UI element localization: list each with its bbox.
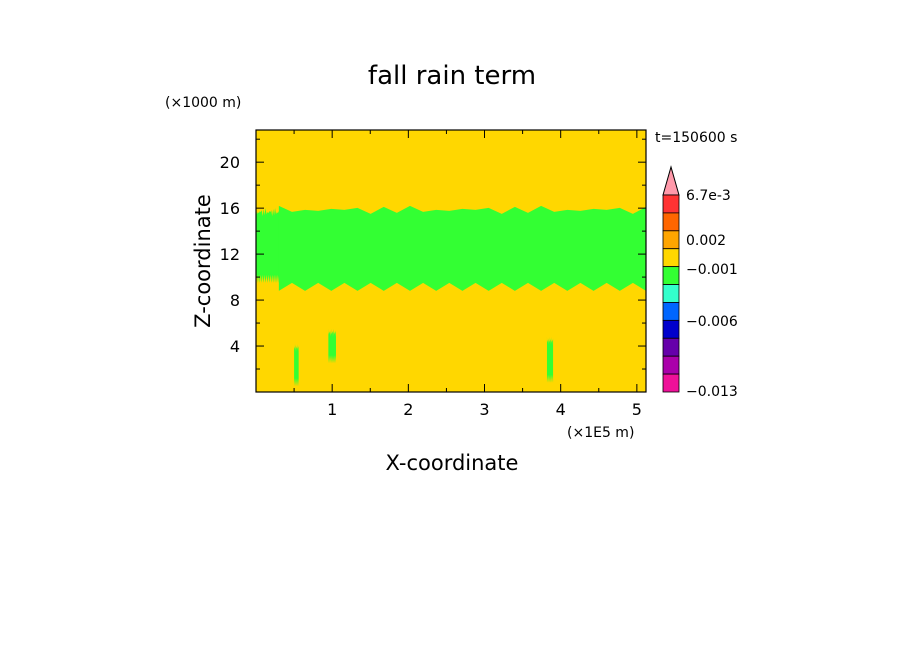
y-axis-label: Z-coordinate xyxy=(191,194,215,328)
colorbar-label: −0.006 xyxy=(686,314,738,330)
y-unit-label: (×1000 m) xyxy=(165,95,241,111)
colorbar-arrow xyxy=(662,165,680,196)
colorbar-segment xyxy=(662,212,680,232)
plot-area xyxy=(255,129,647,393)
colorbar-segment xyxy=(662,230,680,250)
chart-title: fall rain term xyxy=(368,61,536,91)
field-region xyxy=(328,328,336,364)
field-region xyxy=(278,205,646,291)
x-tick-label: 2 xyxy=(403,400,413,419)
field-region xyxy=(546,336,554,383)
y-tick-label: 12 xyxy=(220,245,240,264)
colorbar-segment xyxy=(662,284,680,303)
colorbar-label: −0.001 xyxy=(686,262,738,278)
time-label: t=150600 s xyxy=(655,130,737,146)
field-region xyxy=(294,343,299,387)
y-tick-label: 20 xyxy=(220,153,240,172)
y-tick-label: 4 xyxy=(230,337,240,356)
colorbar-label: −0.013 xyxy=(686,384,738,400)
x-tick-label: 5 xyxy=(632,400,642,419)
colorbar-segment xyxy=(662,266,680,285)
x-tick-label: 3 xyxy=(479,400,489,419)
colorbar-label: 0.002 xyxy=(686,233,726,249)
y-tick-label: 8 xyxy=(230,291,240,310)
colorbar-label: 6.7e-3 xyxy=(686,188,731,204)
colorbar: 6.7e-3 0.002 −0.001 −0.006 −0.013 xyxy=(662,165,738,400)
colorbar-segment xyxy=(662,337,680,357)
field-region xyxy=(256,208,283,283)
x-tick-label: 1 xyxy=(327,400,337,419)
colorbar-segment xyxy=(662,373,680,393)
colorbar-segment xyxy=(662,355,680,375)
x-unit-label: (×1E5 m) xyxy=(567,425,634,441)
y-tick-label: 16 xyxy=(220,199,240,218)
plot-frame xyxy=(255,129,647,393)
colorbar-segment xyxy=(662,319,680,339)
x-axis-label: X-coordinate xyxy=(386,451,519,475)
colorbar-segment xyxy=(662,248,680,268)
x-tick-label: 4 xyxy=(556,400,566,419)
colorbar-segment xyxy=(662,194,680,214)
colorbar-segment xyxy=(662,302,680,321)
